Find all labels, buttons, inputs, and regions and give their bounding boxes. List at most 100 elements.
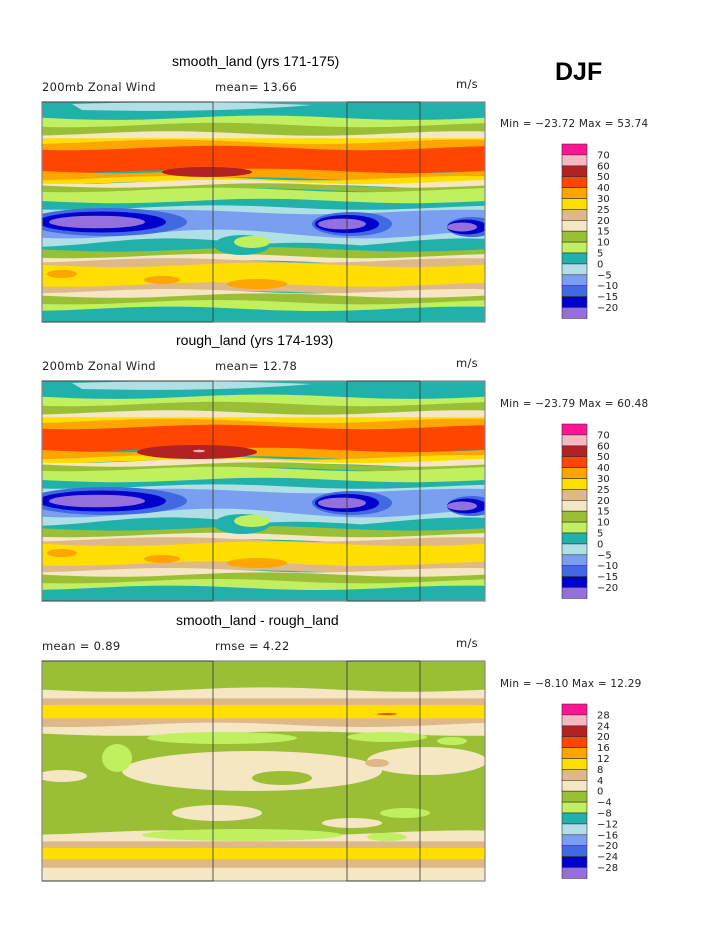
legend-swatch: [561, 274, 588, 286]
legend-swatch: [561, 834, 588, 846]
legend-label: −5: [597, 270, 612, 281]
legend-label: −10: [597, 561, 618, 572]
legend-label: −20: [597, 841, 618, 852]
legend-swatch: [561, 736, 588, 748]
panel-1-mean-label: mean= 13.66: [215, 80, 298, 94]
legend-label: 15: [597, 507, 610, 518]
legend-label: 70: [597, 430, 610, 441]
legend-swatch: [561, 165, 588, 178]
legend-label: 40: [597, 463, 610, 474]
legend-label: −15: [597, 572, 618, 583]
legend-swatch: [561, 801, 588, 814]
beige-patch-1: [122, 751, 382, 791]
orange-blob-2: [144, 555, 180, 563]
legend-swatch: [561, 198, 588, 210]
legend-swatch: [561, 510, 588, 523]
legend-label: 5: [597, 249, 603, 260]
legend-swatch: [561, 823, 588, 836]
legend-label: 15: [597, 227, 610, 238]
legend-label: −20: [597, 583, 618, 594]
legend-swatch: [561, 187, 588, 199]
light-blue-region: [72, 102, 312, 111]
panel-3-mean-label: mean = 0.89: [42, 639, 121, 653]
legend-swatch: [561, 779, 588, 792]
orange-blob-2: [144, 276, 180, 284]
legend-label: 0: [597, 787, 603, 798]
legend-swatch: [561, 143, 588, 156]
panel-2-minmax: Min = −23.79 Max = 60.48: [500, 398, 649, 410]
orange-blob-3: [227, 279, 287, 289]
panel-2-title: rough_land (yrs 174-193): [176, 332, 334, 348]
legend-swatch: [561, 499, 588, 512]
legend-label: 5: [597, 529, 603, 540]
legend-label: 0: [597, 259, 603, 270]
purple-low-1: [49, 215, 145, 229]
legend-swatch: [561, 725, 588, 737]
legend-swatch: [561, 790, 588, 803]
legend-swatch: [561, 812, 588, 825]
legend-label: 40: [597, 183, 610, 194]
legend-swatch: [561, 263, 588, 276]
legend-swatch: [561, 758, 588, 770]
legend-swatch: [561, 747, 588, 759]
legend-swatch: [561, 230, 588, 243]
jet-core-max: [162, 167, 252, 177]
panel-2-mean-label: mean= 12.78: [215, 359, 298, 373]
legend-swatch: [561, 423, 588, 436]
legend-swatch: [561, 296, 588, 308]
orange-sliver: [377, 713, 397, 715]
light-green-swirl: [234, 236, 270, 248]
legend-swatch: [561, 456, 588, 468]
legend-label: −10: [597, 281, 618, 292]
light-green-patch-3: [437, 737, 467, 745]
legend-label: −5: [597, 550, 612, 561]
legend-label: 10: [597, 518, 610, 529]
light-green-patch-5: [142, 829, 342, 841]
light-blue-region: [72, 381, 312, 390]
legend-label: −24: [597, 852, 618, 863]
legend-label: 60: [597, 161, 610, 172]
legend-label: 20: [597, 216, 610, 227]
light-green-swirl: [234, 515, 270, 527]
panel-1-units: m/s: [456, 77, 478, 91]
panel-3-rmse-label: rmse = 4.22: [215, 639, 290, 653]
legend-swatch: [561, 209, 588, 221]
legend-label: −12: [597, 819, 618, 830]
panel-3-title: smooth_land - rough_land: [176, 612, 339, 628]
legend-label: 50: [597, 452, 610, 463]
legend-swatch: [561, 554, 588, 566]
purple-low-2: [318, 497, 366, 509]
legend-label: 30: [597, 474, 610, 485]
legend-label: −4: [597, 798, 612, 809]
legend-swatch: [561, 434, 588, 447]
tan-patch: [365, 759, 389, 767]
legend-swatch: [561, 489, 588, 501]
legend-swatch: [561, 714, 588, 727]
purple-low-3: [447, 222, 477, 232]
light-green-patch-7: [367, 833, 407, 841]
legend-label: 12: [597, 754, 610, 765]
panel-3-minmax: Min = −8.10 Max = 12.29: [500, 678, 642, 690]
legend-label: 25: [597, 205, 610, 216]
jet-core-peak: [193, 449, 205, 453]
legend-label: 20: [597, 732, 610, 743]
legend-swatch: [561, 565, 588, 577]
legend-label: 70: [597, 150, 610, 161]
legend-label: 16: [597, 743, 610, 754]
legend-label: −15: [597, 292, 618, 303]
light-green-patch-2: [347, 732, 427, 742]
orange-blob-1: [47, 549, 77, 557]
legend-swatch: [561, 845, 588, 857]
panel-1-title: smooth_land (yrs 171-175): [172, 53, 340, 69]
legend-swatch: [561, 521, 588, 534]
purple-low-1: [49, 494, 145, 508]
legend-swatch: [561, 543, 588, 556]
panel-3-contour-field: [42, 661, 485, 881]
legend-label: −20: [597, 303, 618, 314]
panel-1-variable-label: 200mb Zonal Wind: [42, 80, 156, 94]
beige-patch-5: [42, 770, 87, 782]
legend-swatch: [561, 307, 588, 319]
legend-label: 25: [597, 485, 610, 496]
